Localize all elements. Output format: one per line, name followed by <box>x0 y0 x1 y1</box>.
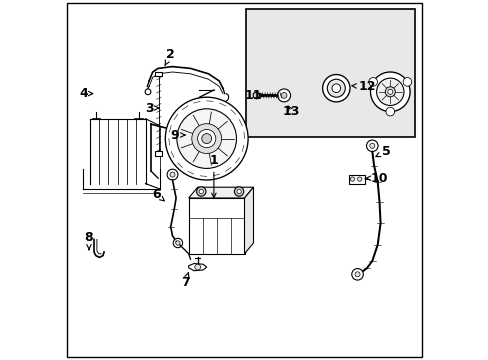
Polygon shape <box>188 187 253 198</box>
Circle shape <box>145 89 151 95</box>
Circle shape <box>357 177 361 181</box>
Polygon shape <box>244 187 253 254</box>
Circle shape <box>173 238 182 248</box>
Circle shape <box>191 124 221 153</box>
Text: 4: 4 <box>80 87 93 100</box>
Bar <box>155 72 162 76</box>
Circle shape <box>326 79 345 97</box>
Circle shape <box>366 140 377 152</box>
Circle shape <box>194 264 200 270</box>
Circle shape <box>376 78 403 105</box>
Text: 6: 6 <box>152 188 164 201</box>
Circle shape <box>385 107 394 116</box>
Circle shape <box>369 143 374 148</box>
Circle shape <box>237 189 241 194</box>
Text: 1: 1 <box>209 154 218 198</box>
Text: 5: 5 <box>375 145 390 158</box>
Text: 11: 11 <box>244 89 264 102</box>
Circle shape <box>165 97 247 180</box>
Circle shape <box>202 134 211 144</box>
Circle shape <box>349 177 354 181</box>
Circle shape <box>354 272 359 277</box>
Circle shape <box>387 89 392 94</box>
Circle shape <box>170 172 175 177</box>
Circle shape <box>177 109 236 168</box>
Circle shape <box>199 189 203 194</box>
Circle shape <box>281 93 286 98</box>
Circle shape <box>322 75 349 102</box>
Circle shape <box>331 84 340 93</box>
Circle shape <box>197 130 215 148</box>
Circle shape <box>277 89 290 102</box>
Text: 2: 2 <box>164 48 175 66</box>
Circle shape <box>370 72 409 112</box>
Circle shape <box>196 187 205 196</box>
Polygon shape <box>188 264 206 271</box>
Text: 9: 9 <box>170 129 184 141</box>
Circle shape <box>351 269 363 280</box>
Bar <box>348 175 365 184</box>
Text: 12: 12 <box>351 80 375 93</box>
Text: 13: 13 <box>282 105 299 118</box>
Circle shape <box>234 187 244 196</box>
Circle shape <box>368 78 377 86</box>
Text: 8: 8 <box>84 231 93 250</box>
Polygon shape <box>253 92 259 99</box>
Bar <box>246 9 415 137</box>
Circle shape <box>167 169 178 180</box>
Circle shape <box>385 87 394 97</box>
Circle shape <box>175 241 180 245</box>
Text: 7: 7 <box>181 273 189 289</box>
Circle shape <box>402 78 411 86</box>
Text: 3: 3 <box>144 102 159 114</box>
Text: 10: 10 <box>365 172 387 185</box>
Bar <box>155 151 162 156</box>
Bar <box>188 198 244 254</box>
